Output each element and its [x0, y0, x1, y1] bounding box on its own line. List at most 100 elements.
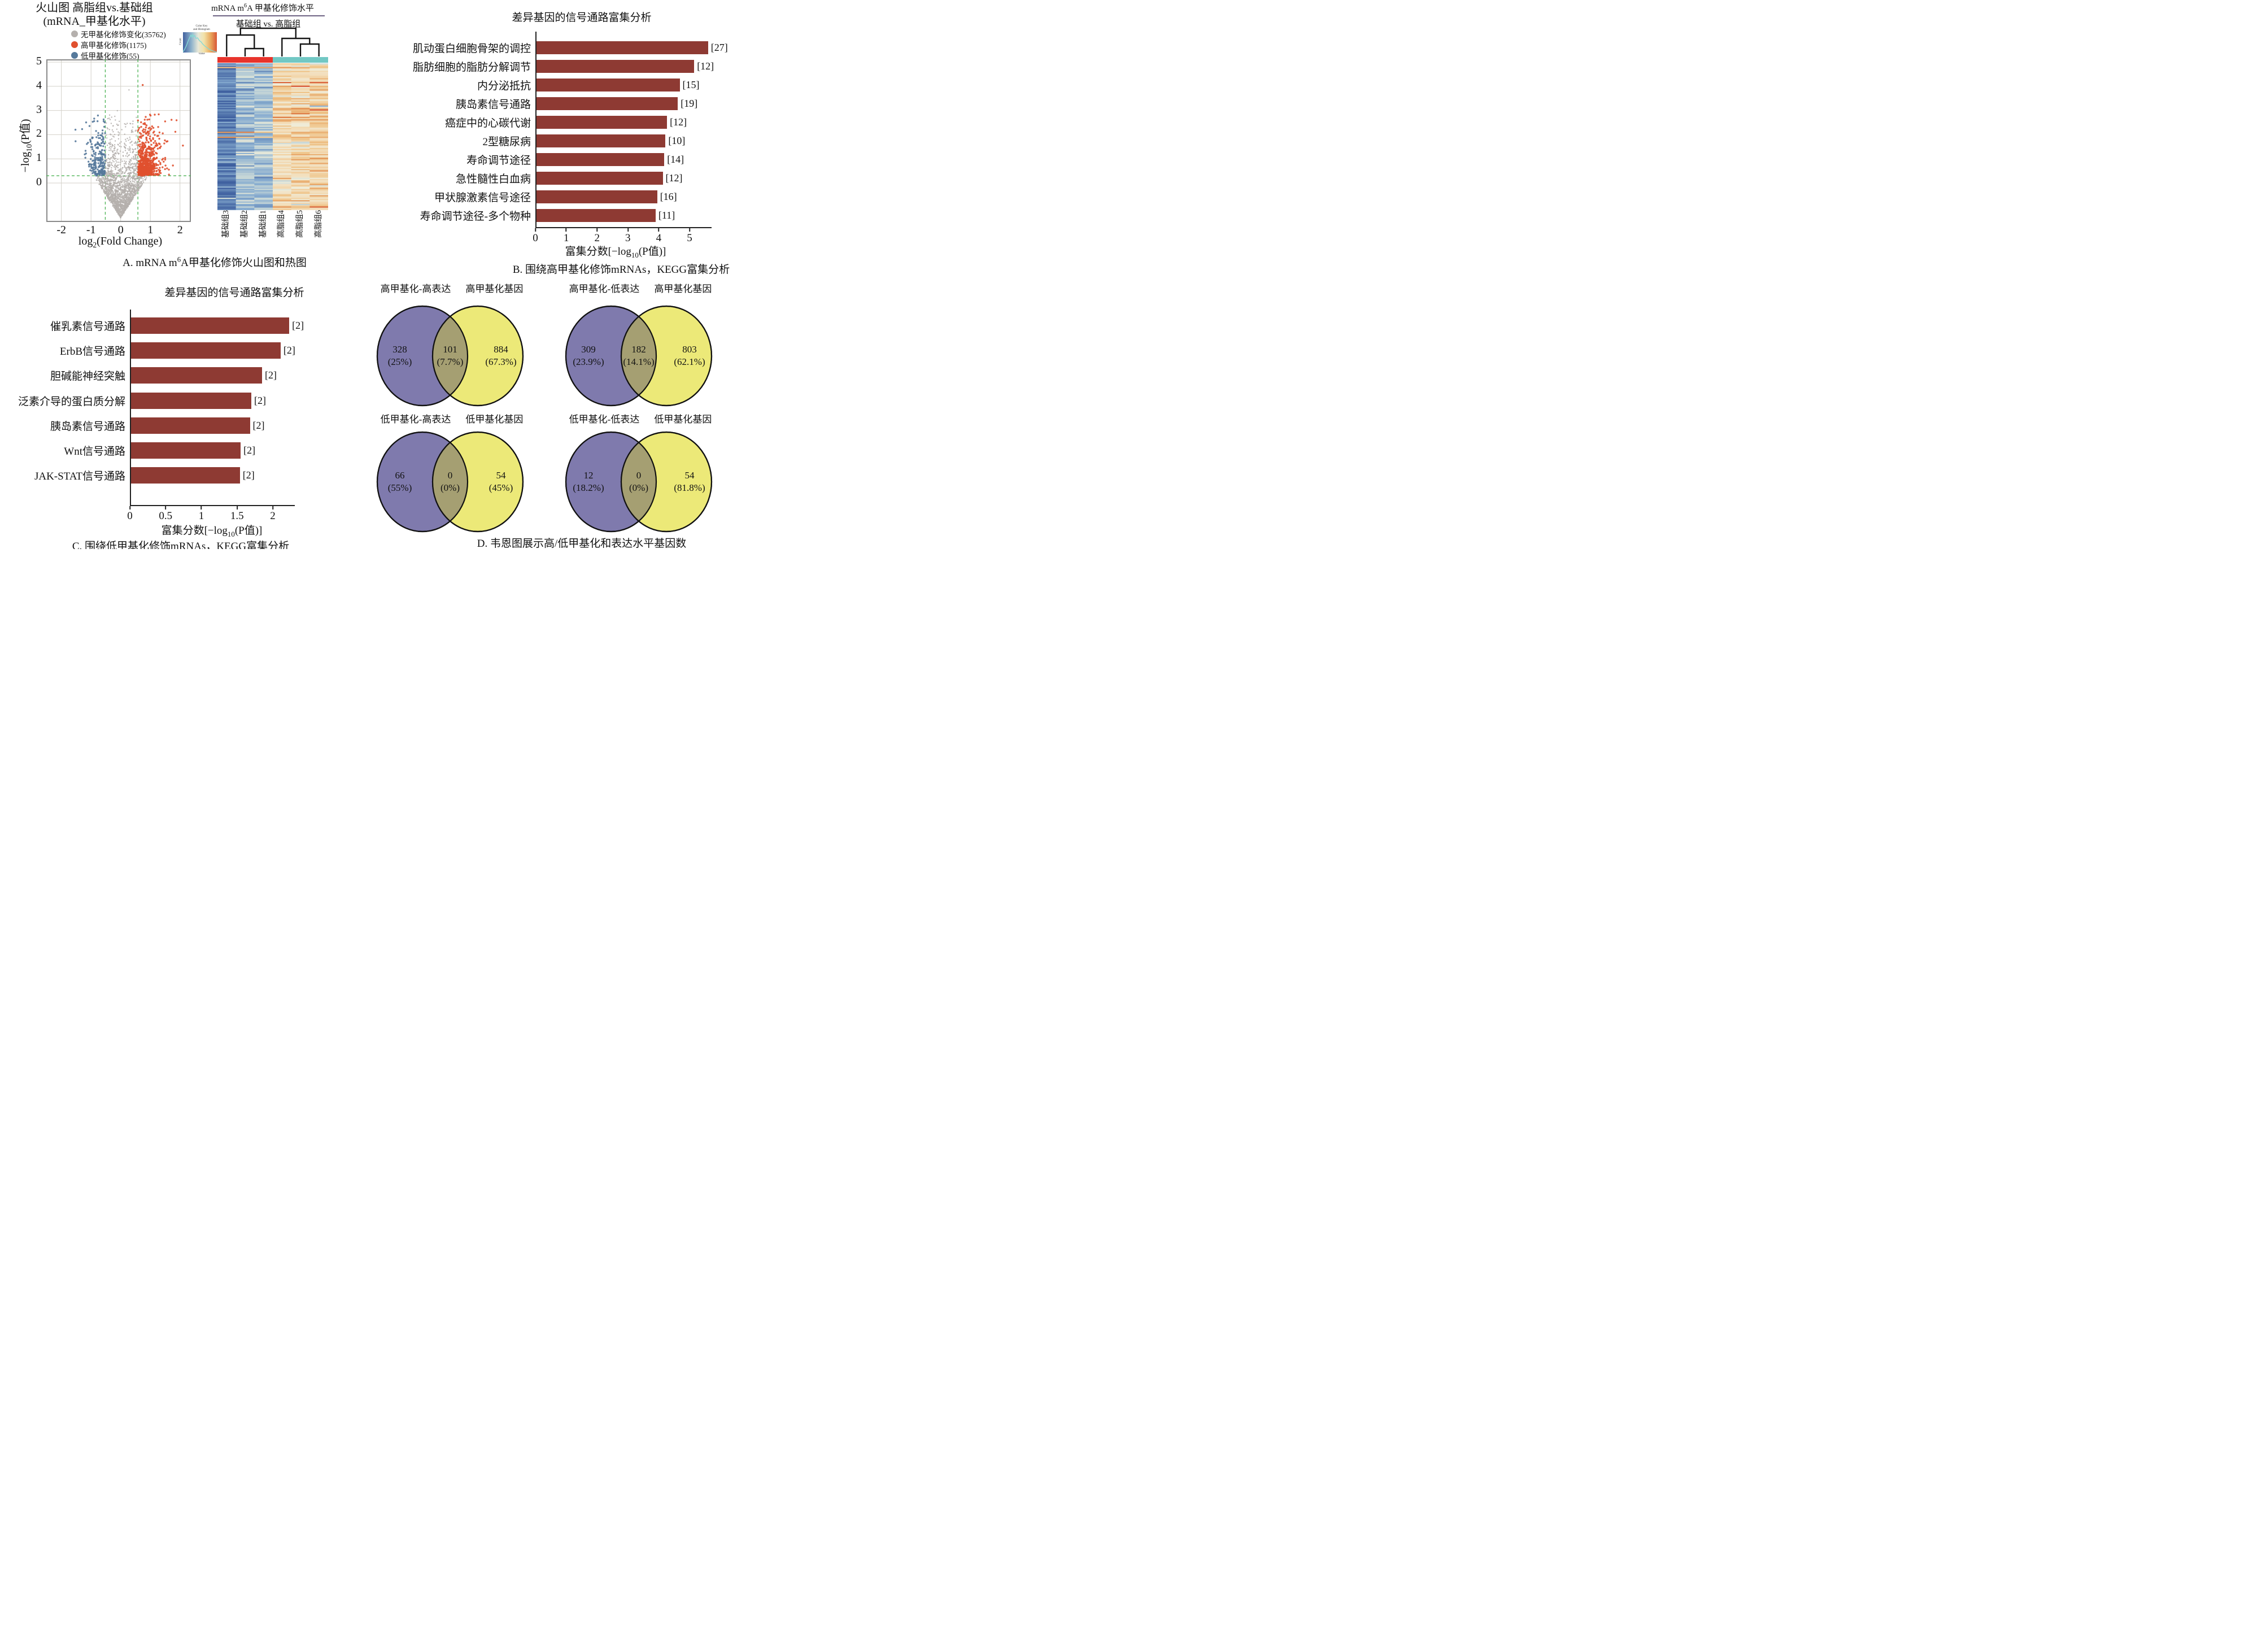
- venn-right-percent: (81.8%): [674, 482, 705, 493]
- tick-label: 0: [533, 232, 538, 244]
- venn-right-set-label: 低甲基化基因: [654, 414, 712, 425]
- enrichment-bar: [535, 116, 668, 129]
- gene-count-label: [2]: [292, 319, 304, 331]
- enrichment-bar: [130, 392, 251, 409]
- tick-label: 1: [563, 232, 569, 244]
- caption-a-post: A甲基化修饰火山图和热图: [181, 257, 307, 269]
- volcano-y-tick: 1: [36, 151, 42, 164]
- volcano-y-tick: 3: [36, 103, 42, 116]
- enrichment-bar: [535, 172, 663, 185]
- color-key-body: Count: [178, 32, 220, 53]
- tick-label: 5: [687, 232, 692, 244]
- venn-left-value: 309: [581, 344, 596, 355]
- pathway-label: 胰岛素信号通路: [50, 420, 125, 433]
- enrichment-bar: [130, 342, 281, 359]
- x-axis-tick: 2: [594, 228, 600, 245]
- heatmap-column-label: 高脂组4: [277, 210, 286, 238]
- caption-panel-d: D. 韦恩图展示高/低甲基化和表达水平基因数: [477, 538, 687, 549]
- heatmap-column-label: 高脂组6: [314, 210, 323, 238]
- pathway-label: 泛素介导的蛋白质分解: [18, 395, 125, 408]
- tick-mark: [565, 228, 567, 232]
- volcano-y-tick: 2: [36, 127, 42, 140]
- enrichment-bar: [535, 190, 657, 203]
- panel-b-title: 差异基因的信号通路富集分析: [512, 12, 652, 24]
- pathway-row: 甲状腺激素信号途径 [16]: [396, 188, 747, 206]
- enrichment-bar: [535, 153, 665, 166]
- volcano-title-line1: 火山图 高脂组vs.基础组: [36, 2, 153, 14]
- enrichment-bar: [535, 41, 708, 54]
- venn-right-value: 54: [685, 470, 695, 481]
- y-axis-line: [535, 32, 537, 227]
- tick-label: 4: [656, 232, 662, 244]
- bar-rows: 催乳素信号通路 [2] ErbB信号通路 [2] 胆碱能神经突触 [2] 泛素介导的蛋白质分…: [5, 310, 355, 488]
- venn-left-set-label: 高甲基化-低表达: [569, 284, 640, 294]
- color-key-count-label: Count: [179, 37, 182, 45]
- pathway-row: 胆碱能神经突触 [2]: [5, 363, 355, 388]
- x-axis-tick: 1.5: [230, 506, 244, 522]
- heatmap-title-pre: mRNA m: [211, 4, 245, 13]
- venn-right-set-label: 高甲基化基因: [465, 284, 524, 294]
- tick-label: 0.5: [159, 510, 173, 522]
- venn-right-value: 884: [494, 344, 508, 355]
- legend-dot: [71, 30, 78, 37]
- y-axis-line: [130, 310, 131, 506]
- venn-right-percent: (67.3%): [485, 356, 516, 367]
- venn-diagram: 低甲基化-高表达 低甲基化基因 66 (55%) 0 (0%) 54 (45%): [367, 411, 537, 534]
- legend-item: 无甲基化修饰变化(35762): [71, 28, 166, 39]
- pathway-label: 甲状腺激素信号途径: [434, 192, 531, 204]
- enrichment-bar: [535, 60, 695, 73]
- gene-count-label: [2]: [242, 469, 255, 481]
- panel-c-xlabel-post: (P值)]: [234, 525, 263, 537]
- heatmap-color-key: Color Key and Histogram Count Value: [178, 25, 220, 55]
- volcano-legend: 无甲基化修饰变化(35762) 高甲基化修饰(1175) 低甲基化修饰(55): [71, 28, 166, 60]
- volcano-x-tick: -1: [86, 224, 96, 236]
- venn-right-value: 54: [496, 470, 507, 481]
- volcano-y-tick: 5: [36, 55, 42, 67]
- pathway-row: 胰岛素信号通路 [19]: [396, 94, 747, 113]
- enrichment-bar: [535, 134, 666, 147]
- gene-count-label: [27]: [710, 42, 728, 53]
- tick-mark: [596, 228, 598, 232]
- heatmap-title-underline: [213, 15, 325, 17]
- venn-overlap-percent: (0%): [629, 482, 648, 493]
- heatmap-body: [217, 63, 328, 210]
- panel-c-xlabel-sub: 10: [227, 529, 235, 538]
- venn-left-percent: (18.2%): [573, 482, 604, 493]
- panel-c-title: 差异基因的信号通路富集分析: [164, 287, 304, 299]
- venn-svg: 66(55%) 0(0%) 54(45%): [376, 431, 524, 533]
- pathway-row: 泛素介导的蛋白质分解 [2]: [5, 388, 355, 413]
- tick-label: 2: [270, 510, 276, 522]
- heatmap-subtitle: 基础组 vs. 高脂组: [235, 20, 301, 29]
- x-axis-tick: 0.5: [159, 506, 172, 522]
- volcano-x-tick: 1: [147, 224, 154, 236]
- legend-item: 低甲基化修饰(55): [71, 50, 166, 60]
- venn-diagram: 高甲基化-低表达 高甲基化基因 309 (23.9%) 182 (14.1%) 803 (62…: [556, 281, 725, 408]
- pathway-row: 急性髓性白血病 [12]: [396, 169, 747, 188]
- x-axis-tick: 3: [625, 228, 631, 245]
- kegg-hypo-chart: 催乳素信号通路 [2] ErbB信号通路 [2] 胆碱能神经突触 [2] 泛素介导的蛋白质分…: [5, 310, 355, 525]
- x-axis-tick: 0: [533, 228, 538, 245]
- venn-diagram: 低甲基化-低表达 低甲基化基因 12 (18.2%) 0 (0%) 54 (81.8%): [556, 411, 725, 534]
- x-axis-tick: 1: [564, 228, 569, 245]
- tick-label: 1: [198, 510, 204, 522]
- tick-mark: [658, 228, 660, 232]
- x-axis-line: 0 0.5 1 1.5 2: [127, 505, 295, 525]
- pathway-label: 脂肪细胞的脂肪分解调节: [412, 62, 531, 73]
- pathway-row: 胰岛素信号通路 [2]: [5, 413, 355, 438]
- gene-count-label: [2]: [265, 369, 277, 381]
- tick-mark: [236, 506, 238, 510]
- enrichment-bar: [130, 417, 250, 434]
- gene-count-label: [10]: [668, 135, 686, 146]
- volcano-title-line2: (mRNA_甲基化水平): [43, 15, 146, 28]
- group-bar-base-group: [217, 57, 273, 63]
- venn-overlap-region: [433, 432, 468, 532]
- enrichment-bar: [535, 97, 678, 110]
- venn-left-set-label: 高甲基化-高表达: [380, 284, 451, 294]
- panel-b-xlabel-post: (P值)]: [638, 246, 666, 258]
- venn-left-set-label: 低甲基化-低表达: [569, 414, 640, 425]
- venn-overlap-value: 182: [631, 344, 646, 355]
- venn-left-value: 328: [392, 344, 407, 355]
- heatmap-column-label: 基础组1: [259, 210, 268, 238]
- heatmap-column-label: 基础组2: [241, 210, 249, 238]
- pathway-row: 脂肪细胞的脂肪分解调节 [12]: [396, 57, 747, 76]
